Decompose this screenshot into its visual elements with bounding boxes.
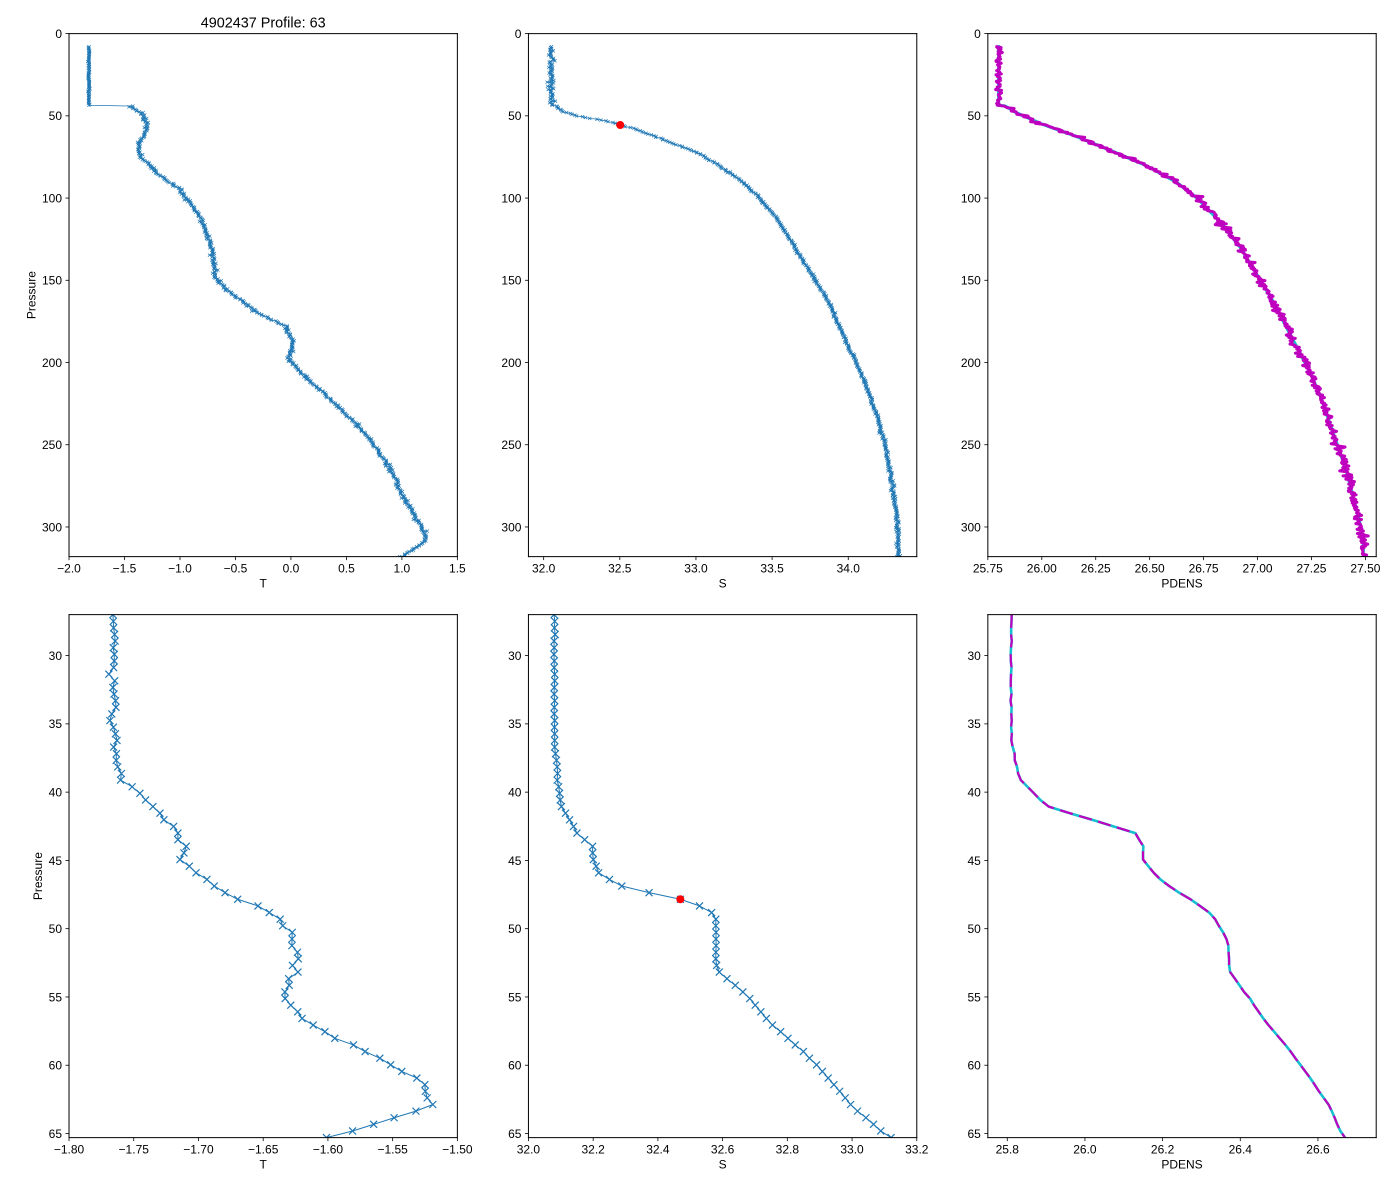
svg-text:50: 50 <box>49 922 63 936</box>
svg-text:S: S <box>719 576 727 590</box>
svg-text:32.4: 32.4 <box>646 1142 670 1156</box>
svg-text:27.50: 27.50 <box>1350 561 1380 575</box>
svg-text:250: 250 <box>961 438 981 452</box>
svg-text:25.75: 25.75 <box>973 561 1003 575</box>
svg-text:Pressure: Pressure <box>25 271 39 319</box>
svg-text:Pressure: Pressure <box>31 852 45 900</box>
svg-text:26.2: 26.2 <box>1151 1142 1175 1156</box>
svg-text:−1.55: −1.55 <box>377 1142 408 1156</box>
svg-text:−1.70: −1.70 <box>183 1142 214 1156</box>
svg-text:S: S <box>719 1157 727 1171</box>
svg-text:27.25: 27.25 <box>1296 561 1326 575</box>
svg-text:60: 60 <box>49 1059 63 1073</box>
svg-text:25.8: 25.8 <box>996 1142 1020 1156</box>
svg-text:32.0: 32.0 <box>517 1142 541 1156</box>
svg-text:0: 0 <box>55 27 62 41</box>
svg-text:50: 50 <box>967 922 981 936</box>
svg-text:35: 35 <box>967 717 981 731</box>
svg-text:0: 0 <box>974 27 981 41</box>
svg-text:100: 100 <box>961 191 981 205</box>
svg-text:100: 100 <box>42 191 62 205</box>
svg-text:250: 250 <box>42 438 62 452</box>
svg-text:32.8: 32.8 <box>776 1142 800 1156</box>
svg-text:30: 30 <box>967 649 981 663</box>
svg-text:−1.0: −1.0 <box>168 561 192 575</box>
svg-text:55: 55 <box>967 990 981 1004</box>
svg-text:45: 45 <box>967 854 981 868</box>
svg-text:300: 300 <box>501 520 521 534</box>
svg-text:−1.75: −1.75 <box>119 1142 150 1156</box>
svg-text:26.4: 26.4 <box>1229 1142 1253 1156</box>
svg-text:55: 55 <box>508 990 522 1004</box>
svg-text:27.00: 27.00 <box>1243 561 1273 575</box>
svg-text:33.0: 33.0 <box>684 561 708 575</box>
svg-text:−1.5: −1.5 <box>113 561 137 575</box>
svg-text:200: 200 <box>501 356 521 370</box>
svg-text:32.5: 32.5 <box>608 561 632 575</box>
svg-text:30: 30 <box>49 649 63 663</box>
svg-text:250: 250 <box>501 438 521 452</box>
svg-text:−1.80: −1.80 <box>54 1142 85 1156</box>
svg-text:0.0: 0.0 <box>283 561 300 575</box>
svg-text:200: 200 <box>42 356 62 370</box>
svg-text:PDENS: PDENS <box>1161 1157 1202 1171</box>
svg-text:32.6: 32.6 <box>711 1142 735 1156</box>
svg-text:300: 300 <box>961 520 981 534</box>
svg-text:4902437 Profile: 63: 4902437 Profile: 63 <box>201 16 326 32</box>
svg-text:26.0: 26.0 <box>1073 1142 1097 1156</box>
svg-text:45: 45 <box>49 854 63 868</box>
svg-text:60: 60 <box>508 1059 522 1073</box>
svg-text:33.2: 33.2 <box>905 1142 929 1156</box>
svg-text:33.0: 33.0 <box>840 1142 864 1156</box>
svg-text:40: 40 <box>967 785 981 799</box>
svg-text:50: 50 <box>967 109 981 123</box>
svg-text:−0.5: −0.5 <box>224 561 248 575</box>
svg-text:50: 50 <box>508 109 522 123</box>
svg-text:−1.65: −1.65 <box>248 1142 279 1156</box>
svg-text:200: 200 <box>961 356 981 370</box>
svg-text:32.2: 32.2 <box>581 1142 605 1156</box>
svg-text:1.0: 1.0 <box>394 561 411 575</box>
svg-text:35: 35 <box>49 717 63 731</box>
svg-text:60: 60 <box>967 1059 981 1073</box>
svg-text:0.5: 0.5 <box>338 561 355 575</box>
svg-text:40: 40 <box>49 785 63 799</box>
svg-text:65: 65 <box>49 1127 63 1141</box>
svg-text:26.00: 26.00 <box>1027 561 1057 575</box>
svg-text:0: 0 <box>515 27 522 41</box>
svg-text:34.0: 34.0 <box>837 561 861 575</box>
svg-text:PDENS: PDENS <box>1161 576 1202 590</box>
svg-text:T: T <box>260 576 268 590</box>
svg-text:26.6: 26.6 <box>1306 1142 1330 1156</box>
svg-text:40: 40 <box>508 785 522 799</box>
svg-text:−1.50: −1.50 <box>442 1142 473 1156</box>
svg-text:30: 30 <box>508 649 522 663</box>
svg-text:T: T <box>260 1157 268 1171</box>
svg-text:−2.0: −2.0 <box>57 561 81 575</box>
svg-text:26.25: 26.25 <box>1081 561 1111 575</box>
svg-text:100: 100 <box>501 191 521 205</box>
svg-text:50: 50 <box>508 922 522 936</box>
svg-text:26.75: 26.75 <box>1189 561 1219 575</box>
svg-text:55: 55 <box>49 990 63 1004</box>
svg-text:300: 300 <box>42 520 62 534</box>
svg-text:45: 45 <box>508 854 522 868</box>
svg-text:50: 50 <box>49 109 63 123</box>
svg-text:35: 35 <box>508 717 522 731</box>
svg-text:150: 150 <box>501 274 521 288</box>
svg-text:150: 150 <box>961 274 981 288</box>
svg-text:150: 150 <box>42 274 62 288</box>
svg-text:32.0: 32.0 <box>532 561 556 575</box>
svg-text:33.5: 33.5 <box>760 561 784 575</box>
svg-text:−1.60: −1.60 <box>313 1142 344 1156</box>
svg-text:1.5: 1.5 <box>449 561 466 575</box>
svg-text:65: 65 <box>967 1127 981 1141</box>
svg-text:26.50: 26.50 <box>1135 561 1165 575</box>
svg-text:65: 65 <box>508 1127 522 1141</box>
